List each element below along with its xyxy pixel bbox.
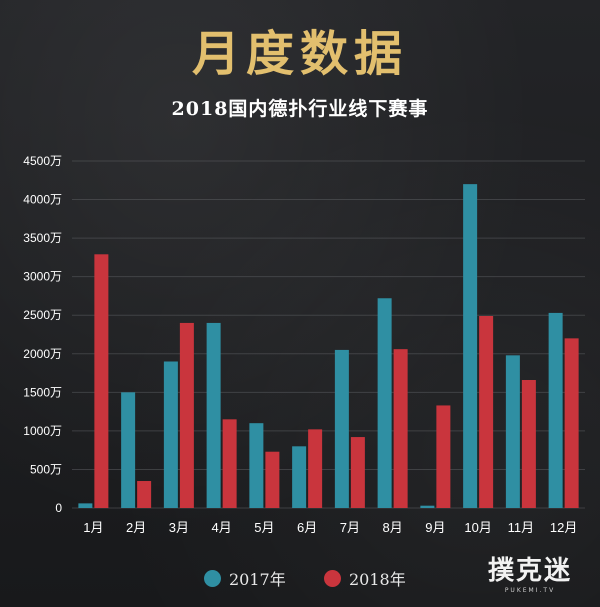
- chart-subtitle: 2018国内德扑行业线下赛事: [171, 98, 429, 120]
- bar-2017年-3月: [163, 361, 178, 508]
- bar-2018年-4月: [222, 419, 237, 508]
- x-tick-label: 12月: [550, 520, 577, 535]
- watermark-logo: 撲克迷 PUKEMI.TV: [470, 548, 590, 596]
- legend-item-2018: 2018年: [324, 566, 406, 590]
- x-tick-label: 6月: [297, 520, 317, 535]
- bar-2017年-7月: [334, 349, 349, 508]
- y-tick-label: 1500万: [23, 385, 62, 399]
- headline: 月度数据: [191, 26, 408, 82]
- bar-2018年-3月: [179, 322, 194, 508]
- y-tick-label: 4000万: [23, 193, 62, 207]
- bar-2018年-7月: [350, 437, 365, 508]
- legend-swatch-2018: [324, 569, 341, 587]
- bar-2018年-1月: [94, 254, 109, 508]
- y-tick-label: 2000万: [23, 347, 62, 361]
- x-tick-label: 10月: [464, 520, 491, 535]
- bar-2018年-9月: [436, 405, 451, 508]
- bar-2017年-10月: [463, 184, 478, 508]
- bar-2018年-10月: [479, 315, 494, 508]
- y-tick-label: 3000万: [23, 270, 62, 284]
- bar-2017年-1月: [78, 503, 93, 508]
- bar-2018年-6月: [308, 429, 323, 508]
- bar-2018年-8月: [393, 349, 408, 508]
- bar-2017年-6月: [292, 446, 307, 508]
- y-tick-label: 1000万: [23, 424, 62, 438]
- legend-item-2017: 2017年: [204, 566, 286, 590]
- y-tick-label: 4500万: [23, 154, 62, 168]
- legend-label-2018: 2018年: [349, 570, 406, 589]
- bar-2017年-12月: [548, 312, 563, 508]
- bar-2018年-2月: [137, 481, 152, 508]
- bar-2017年-5月: [249, 423, 264, 508]
- bar-2018年-11月: [521, 379, 536, 508]
- x-tick-label: 5月: [254, 520, 274, 535]
- bar-2017年-4月: [206, 322, 221, 508]
- x-tick-label: 8月: [383, 520, 403, 535]
- bar-2017年-9月: [420, 505, 435, 508]
- watermark-logo-text: 撲克迷: [487, 556, 572, 586]
- x-tick-label: 1月: [83, 520, 103, 535]
- y-tick-label: 500万: [30, 462, 62, 476]
- bar-2018年-5月: [265, 451, 280, 508]
- y-tick-label: 3500万: [23, 231, 62, 245]
- y-tick-label: 2500万: [23, 308, 62, 322]
- legend-label-2017: 2017年: [229, 570, 286, 589]
- watermark-logo-subtext: PUKEMI.TV: [504, 587, 556, 594]
- bar-2017年-2月: [121, 392, 136, 508]
- y-tick-label: 0: [55, 501, 62, 515]
- x-tick-label: 9月: [425, 520, 445, 535]
- bar-2018年-12月: [564, 338, 579, 508]
- x-tick-label: 2月: [126, 520, 146, 535]
- bar-2017年-11月: [505, 355, 520, 508]
- bar-2017年-8月: [377, 298, 392, 508]
- legend-swatch-2017: [204, 569, 221, 587]
- x-tick-label: 7月: [340, 520, 360, 535]
- x-tick-label: 3月: [169, 520, 189, 535]
- x-tick-label: 4月: [212, 520, 232, 535]
- x-tick-label: 11月: [508, 520, 535, 535]
